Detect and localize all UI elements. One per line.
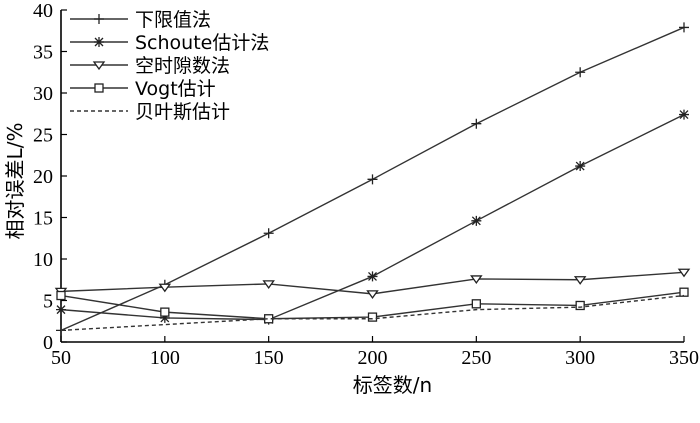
legend-entry: 空时隙数法 — [70, 55, 230, 77]
data-point — [677, 268, 691, 278]
triangle-down-marker — [262, 280, 275, 290]
x-tick-label: 350 — [669, 347, 699, 369]
legend-label: Vogt估计 — [135, 78, 216, 100]
plus-marker — [679, 22, 689, 33]
data-point — [679, 109, 689, 120]
data-point — [56, 290, 66, 301]
data-point — [679, 22, 689, 33]
y-tick-label: 5 — [43, 291, 53, 313]
x-tick-label: 100 — [150, 347, 180, 369]
data-point — [367, 174, 378, 185]
plus-marker — [367, 174, 378, 185]
triangle-down-marker — [158, 283, 172, 293]
series-5 — [60, 294, 685, 332]
y-tick-label: 25 — [33, 125, 53, 147]
data-point — [573, 276, 587, 285]
triangle-down-marker — [573, 276, 587, 285]
data-point — [92, 61, 106, 71]
y-tick-label: 40 — [33, 0, 53, 22]
triangle-down-marker — [92, 61, 106, 71]
data-point — [575, 67, 586, 78]
legend-label: Schoute估计法 — [135, 32, 269, 54]
data-point — [575, 161, 586, 172]
legend-entry: Schoute估计法 — [70, 32, 269, 54]
data-point — [471, 215, 482, 226]
data-point — [367, 271, 378, 282]
x-tick-label: 200 — [358, 347, 388, 369]
series-layer — [54, 22, 691, 336]
plus-marker — [94, 14, 104, 24]
y-tick-label: 35 — [33, 42, 53, 64]
data-point — [470, 275, 483, 285]
y-tick-label: 10 — [33, 249, 53, 271]
x-tick-label: 300 — [565, 347, 595, 369]
square-marker — [575, 300, 585, 311]
x-tick-label: 50 — [51, 347, 71, 369]
x-tick-label: 250 — [461, 347, 491, 369]
data-point — [471, 299, 481, 309]
data-point — [158, 283, 172, 293]
series-4 — [56, 287, 689, 324]
asterisk-marker — [575, 161, 586, 172]
triangle-down-marker — [366, 290, 379, 299]
data-point — [159, 312, 170, 323]
data-point — [263, 228, 274, 239]
data-point — [56, 304, 66, 315]
data-point — [471, 118, 482, 129]
y-tick-label: 15 — [33, 208, 53, 230]
data-point — [366, 290, 379, 299]
legend-label: 空时隙数法 — [135, 55, 230, 77]
legend-entry: Vogt估计 — [70, 78, 216, 100]
y-tick-label: 30 — [33, 83, 53, 105]
square-marker — [56, 290, 66, 301]
data-point — [160, 307, 170, 317]
plus-marker — [263, 228, 274, 239]
legend-label: 贝叶斯估计 — [135, 101, 230, 123]
square-marker — [367, 312, 378, 322]
plus-marker — [471, 118, 482, 129]
square-marker — [679, 287, 689, 297]
data-point — [575, 300, 585, 311]
asterisk-marker — [94, 37, 104, 47]
asterisk-marker — [471, 215, 482, 226]
asterisk-marker — [56, 304, 66, 315]
data-point — [679, 287, 689, 297]
square-marker — [160, 307, 170, 317]
asterisk-marker — [159, 312, 170, 323]
triangle-down-marker — [677, 268, 691, 278]
x-tick-label: 150 — [254, 347, 284, 369]
square-marker — [94, 83, 104, 93]
data-point — [94, 83, 104, 93]
legend-label: 下限值法 — [135, 9, 211, 31]
legend-entry: 贝叶斯估计 — [70, 101, 230, 123]
data-point — [94, 14, 104, 24]
square-marker — [471, 299, 481, 309]
data-point — [94, 37, 104, 47]
series-3 — [54, 268, 691, 299]
asterisk-marker — [367, 271, 378, 282]
plus-marker — [575, 67, 586, 78]
data-point — [367, 312, 378, 322]
y-tick-label: 20 — [33, 166, 53, 188]
legend-entry: 下限值法 — [70, 9, 211, 31]
data-point — [262, 280, 275, 290]
asterisk-marker — [679, 109, 689, 120]
series-line — [60, 294, 685, 332]
x-axis-title: 标签数/n — [353, 373, 432, 397]
triangle-down-marker — [470, 275, 483, 285]
y-axis-title: 相对误差L/% — [3, 123, 27, 240]
axes: 50 100 150 200 250 300 350 0 5 10 15 20 25 30 35 40 — [33, 0, 699, 369]
y-tick-label: 0 — [43, 332, 53, 354]
